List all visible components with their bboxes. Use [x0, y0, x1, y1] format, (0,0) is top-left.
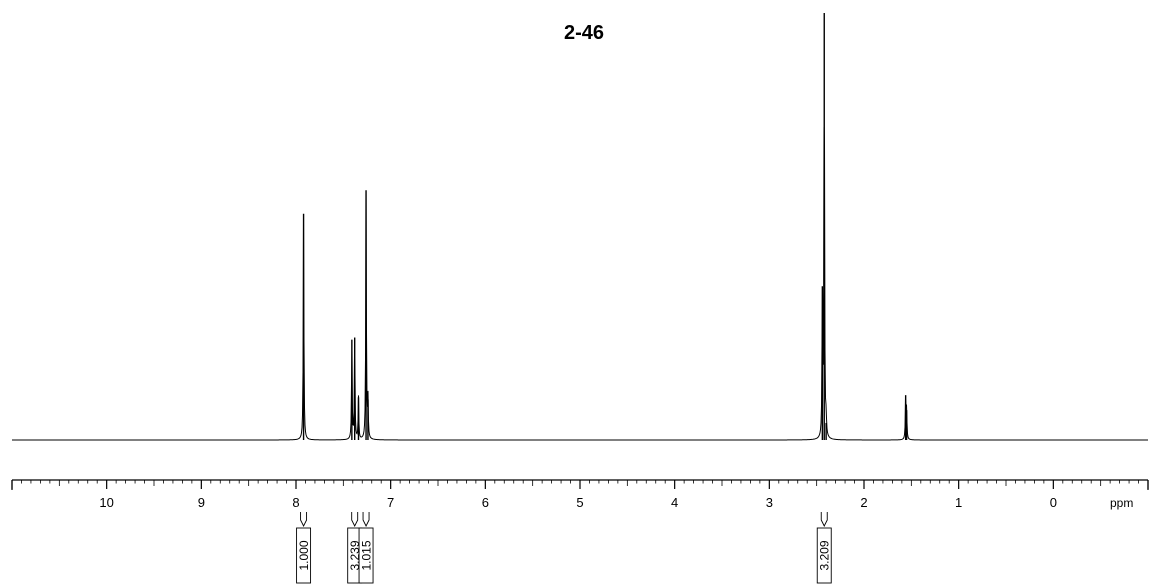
x-tick-label: 5	[576, 495, 583, 510]
chart-title: 2-46	[564, 22, 604, 44]
integral-bracket	[300, 512, 308, 528]
integral-bracket	[820, 512, 828, 528]
x-tick-label: 7	[387, 495, 394, 510]
integral-marker: 1.000	[296, 512, 312, 584]
integral-marker: 3.209	[816, 512, 832, 584]
x-tick-label: 4	[671, 495, 678, 510]
x-tick-label: 9	[198, 495, 205, 510]
integral-value-label: 1.015	[360, 540, 374, 570]
integral-bracket	[362, 512, 370, 528]
integral-bracket	[351, 512, 359, 528]
x-tick-label: 0	[1050, 495, 1057, 510]
integral-box	[358, 527, 374, 584]
x-tick-label: 3	[766, 495, 773, 510]
integral-marker: 1.015	[358, 512, 374, 584]
spectrum-trace	[12, 127, 1148, 441]
integral-box	[816, 527, 832, 584]
integral-value-label: 1.000	[297, 540, 311, 570]
x-axis-unit-label: ppm	[1110, 496, 1133, 510]
integral-value-label: 3.209	[818, 540, 832, 570]
x-axis: 10 9 8 7 6 5 4 3 2 1 0	[11, 479, 1149, 510]
x-tick-label: 1	[955, 495, 962, 510]
spectrum-layer	[12, 13, 1148, 441]
x-tick-label: 6	[482, 495, 489, 510]
x-tick-label: 10	[99, 495, 113, 510]
integral-box	[296, 527, 312, 584]
x-tick-label: 2	[860, 495, 867, 510]
x-tick-label: 8	[292, 495, 299, 510]
